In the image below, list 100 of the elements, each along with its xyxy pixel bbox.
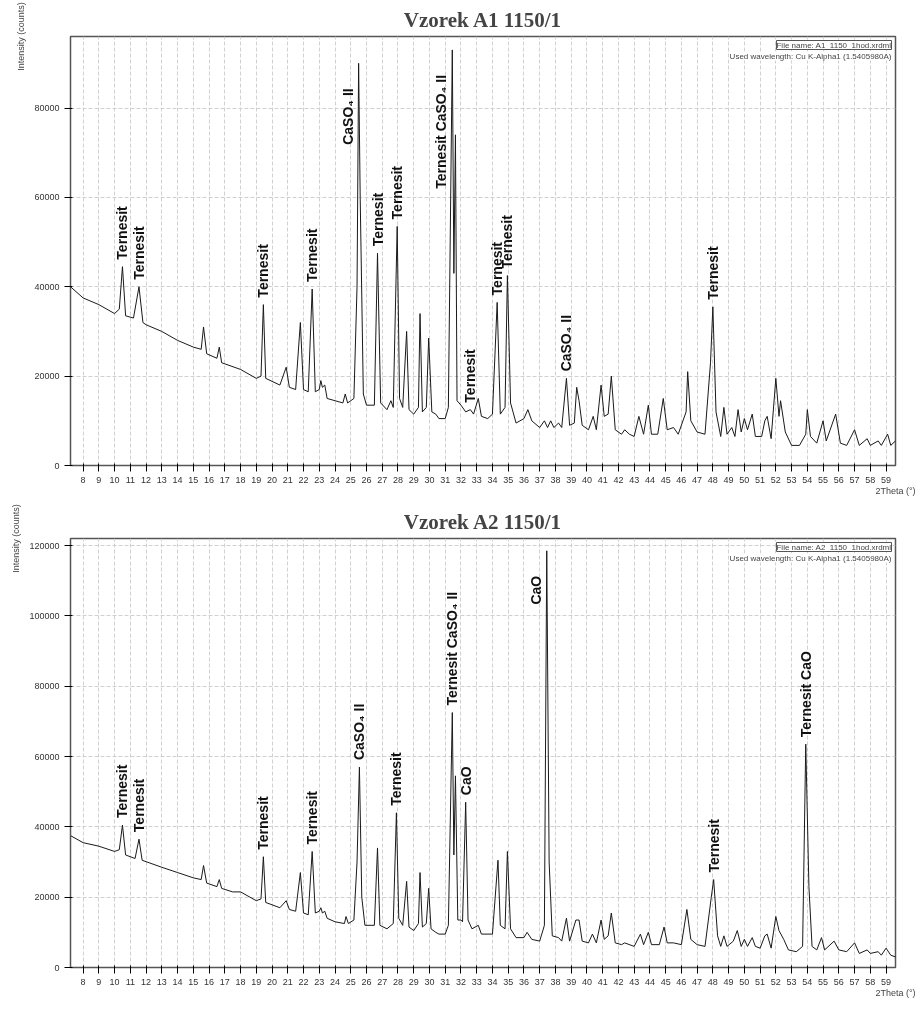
x-axis-title: 2Theta (°) <box>875 987 916 998</box>
x-tick-label: 20 <box>267 976 278 987</box>
annotation: Ternesit <box>304 790 321 845</box>
x-tick-label: 55 <box>818 474 829 485</box>
x-tick-label: 57 <box>849 976 860 987</box>
x-tick-label: 23 <box>314 976 325 987</box>
x-tick-label: 37 <box>534 976 545 987</box>
x-tick-label: 36 <box>518 474 529 485</box>
y-tick-label: 80000 <box>34 681 60 692</box>
x-tick-label: 32 <box>455 976 466 987</box>
y-tick-label: 40000 <box>34 821 60 832</box>
x-tick-label: 54 <box>802 976 813 987</box>
x-tick-label: 48 <box>707 976 718 987</box>
y-tick-label: 80000 <box>34 103 60 113</box>
x-tick-label: 21 <box>282 976 293 987</box>
x-tick-label: 54 <box>802 474 813 485</box>
annotation: Used wavelength: Cu K-Alpha1 (1.5405980A) <box>729 51 892 61</box>
annotation: Ternesit CaO <box>797 651 814 738</box>
x-tick-label: 15 <box>188 474 199 485</box>
annotation: Ternesit CaSO₄ II <box>444 591 461 706</box>
x-tick-label: 58 <box>865 976 876 987</box>
x-tick-label: 13 <box>156 474 167 485</box>
annotation: Ternesit <box>369 192 386 247</box>
x-tick-label: 13 <box>156 976 167 987</box>
x-tick-label: 27 <box>377 474 388 485</box>
x-tick-label: 34 <box>487 474 498 485</box>
y-tick-label: 0 <box>54 460 60 471</box>
y-tick-label: 120000 <box>29 540 60 551</box>
x-tick-label: 37 <box>534 474 545 485</box>
x-tick-label: 36 <box>518 976 529 987</box>
x-tick-label: 22 <box>298 976 309 987</box>
x-tick-label: 27 <box>377 976 388 987</box>
x-tick-label: 55 <box>818 976 829 987</box>
x-tick-label: 28 <box>392 474 403 485</box>
annotation: CaO <box>457 766 474 796</box>
annotation: Ternesit <box>130 778 147 833</box>
y-tick-label: 60000 <box>34 751 60 762</box>
annotation: Ternesit CaSO₄ II <box>433 74 450 189</box>
x-tick-label: 18 <box>235 976 246 987</box>
x-tick-label: 53 <box>786 474 797 485</box>
line-series <box>70 49 896 446</box>
x-tick-label: 44 <box>644 976 655 987</box>
x-tick-label: 24 <box>330 474 341 485</box>
x-tick-label: 49 <box>723 976 734 987</box>
x-tick-label: 31 <box>440 474 451 485</box>
x-tick-label: 53 <box>786 976 797 987</box>
y-tick-label: 20000 <box>34 892 60 903</box>
x-tick-label: 14 <box>172 976 183 987</box>
annotation: Ternesit <box>704 246 721 300</box>
x-tick-label: 47 <box>692 474 703 485</box>
x-tick-label: 35 <box>503 976 514 987</box>
x-tick-label: 51 <box>755 976 766 987</box>
chart-title: Vzorek A2 1150/1 <box>403 509 561 534</box>
x-tick-label: 29 <box>408 474 419 485</box>
y-tick-label: 60000 <box>34 192 60 203</box>
y-axis-title: Intensity (counts) <box>16 2 27 71</box>
x-tick-label: 50 <box>739 474 750 485</box>
x-tick-label: 33 <box>471 474 482 485</box>
x-tick-label: 48 <box>707 474 718 485</box>
x-tick-label: 25 <box>345 976 356 987</box>
x-tick-label: 20 <box>267 474 278 485</box>
y-tick-label: 100000 <box>29 610 60 621</box>
x-tick-label: 34 <box>487 976 498 987</box>
y-tick-label: 0 <box>54 962 60 973</box>
x-tick-label: 8 <box>80 474 86 485</box>
x-tick-label: 42 <box>613 976 624 987</box>
x-tick-label: 41 <box>597 976 608 987</box>
annotation: CaSO₄ II <box>558 314 575 372</box>
x-tick-label: 8 <box>80 976 86 987</box>
x-tick-label: 24 <box>330 976 341 987</box>
x-tick-label: 39 <box>566 976 577 987</box>
x-tick-label: 58 <box>865 474 876 485</box>
x-tick-label: 16 <box>204 976 215 987</box>
x-tick-label: 28 <box>392 976 403 987</box>
x-tick-label: 19 <box>251 474 262 485</box>
x-tick-label: 56 <box>833 474 844 485</box>
x-tick-label: 56 <box>833 976 844 987</box>
x-tick-label: 21 <box>282 474 293 485</box>
x-tick-label: 42 <box>613 474 624 485</box>
x-tick-label: 14 <box>172 474 183 485</box>
x-tick-label: 31 <box>440 976 451 987</box>
x-tick-label: 11 <box>125 474 135 485</box>
annotation: Used wavelength: Cu K-Alpha1 (1.5405980A) <box>729 553 892 563</box>
x-tick-label: 52 <box>770 976 781 987</box>
x-tick-label: 9 <box>96 976 102 987</box>
x-tick-label: 30 <box>424 976 435 987</box>
annotation: Ternesit <box>389 165 406 220</box>
x-tick-label: 17 <box>219 474 230 485</box>
annotation: File name: A1_1150_1hod.xrdml <box>776 40 892 50</box>
x-tick-label: 12 <box>141 474 152 485</box>
x-tick-label: 15 <box>188 976 199 987</box>
x-tick-label: 33 <box>471 976 482 987</box>
x-tick-label: 46 <box>676 474 687 485</box>
x-tick-label: 11 <box>125 976 135 987</box>
x-axis-title: 2Theta (°) <box>875 485 916 496</box>
x-tick-label: 25 <box>345 474 356 485</box>
x-tick-label: 45 <box>660 474 671 485</box>
x-tick-label: 40 <box>581 474 592 485</box>
x-tick-label: 57 <box>849 474 860 485</box>
x-tick-label: 30 <box>424 474 435 485</box>
